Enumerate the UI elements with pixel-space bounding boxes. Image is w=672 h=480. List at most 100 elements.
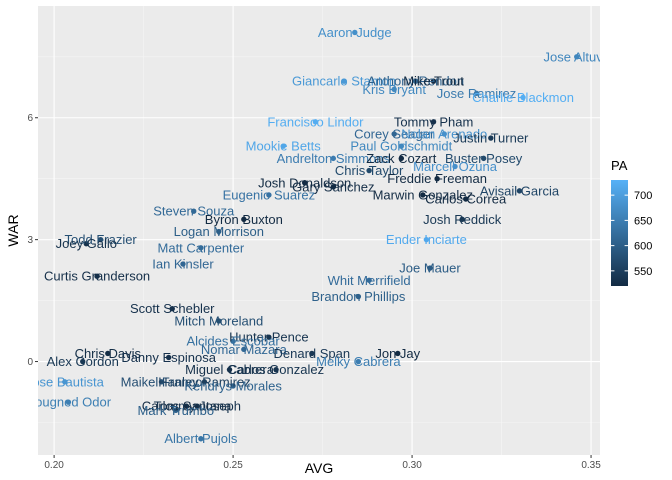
point-label: Curtis Granderson [44,269,150,284]
data-point [520,94,526,101]
point-label: Whit Merrifield [328,273,411,288]
point-label: Corey Seager [354,126,435,141]
point-label: Aaron Judge [318,25,392,40]
point-label: Kendrys Morales [184,378,282,393]
data-point [391,86,397,92]
point-label: Byron Buxton [205,212,283,227]
point-label: Alcides Escobar [186,334,280,349]
point-label: Hunter Pence [229,330,309,345]
data-point [158,379,165,385]
point-label: Mitch Moreland [174,313,263,328]
point-label: Ender Inciarte [386,232,467,247]
plot-panel [38,6,600,455]
x-tick-label: 0.20 [44,460,64,471]
point-label: Ian Kinsler [152,257,214,272]
data-point [330,155,337,162]
data-point [165,354,172,361]
data-point [62,379,68,385]
data-point [430,119,437,125]
data-point [241,216,247,223]
data-point [169,306,175,312]
point-label: Denard Span [274,346,351,361]
y-axis-ticks: 0 3 6 [27,113,38,368]
point-label: Jose Ramirez [437,86,516,101]
point-label: Scott Schebler [130,301,215,316]
data-point [441,131,447,137]
data-point [391,131,397,137]
point-label: Kris Bryant [362,82,426,97]
data-point [266,192,272,198]
data-point [463,196,469,202]
point-label: Logan Morrison [174,224,264,239]
data-point [355,293,362,300]
y-tick-label: 0 [27,357,33,368]
minor-gridlines [38,6,600,455]
data-point [452,163,458,170]
data-point [309,350,315,357]
point-label: Brandon Phillips [311,289,405,304]
point-label: Mike Trout [403,74,464,89]
data-point [423,236,430,243]
point-label: Marcell Ozuna [413,159,498,174]
data-point [398,155,405,162]
point-label: Maikel Franco [121,374,203,389]
data-point [226,366,233,373]
data-point [430,78,437,84]
data-point [105,350,111,357]
point-label: Chris Davis [75,346,142,361]
legend-colorbar [611,180,628,286]
data-point [352,29,358,36]
point-label: Andrelton Simmons [277,151,391,166]
point-labels: Aaron Judge Jose Altuve Giancarlo Stanton A… [26,25,610,446]
data-point [180,261,186,267]
data-point [434,175,440,182]
point-label: Nomar Mazara [201,342,288,357]
data-point [574,54,580,60]
data-point [183,403,190,409]
x-axis-title: AVG [305,460,334,476]
point-label: Marwin Gonzalez [373,187,473,202]
data-point [366,277,372,283]
data-points [62,29,580,442]
legend-title: PA [611,158,628,173]
point-label: Hanley Ramirez [158,374,250,389]
point-label: Miguel Cabrera [185,362,275,377]
point-label: Eugenio Suarez [223,187,316,202]
point-label: Jose Altuve [543,49,610,64]
y-axis-title: WAR [5,214,21,246]
point-label: Jon Jay [375,346,420,361]
data-point [395,350,401,357]
data-point [427,265,433,271]
point-label: Francisco Lindor [267,114,364,129]
data-point [201,379,208,385]
point-label: Albert Pujols [164,431,237,446]
color-legend: PA 550 600 650 700 [611,158,652,286]
data-point [97,236,104,243]
data-point [280,143,286,149]
point-label: Alex Gordon [47,354,119,369]
data-point [65,399,72,405]
data-point [366,167,372,174]
legend-tick-label: 650 [634,215,652,227]
data-point [273,366,279,373]
data-point [216,318,222,324]
point-label: Josh Reddick [423,212,502,227]
point-label: Tommy Joseph [154,399,241,414]
point-label: Giancarlo Stanton [292,74,396,89]
point-label: Rougned Odor [26,395,112,410]
point-label: Avisail Garcia [480,183,560,198]
data-point [473,90,480,97]
x-tick-label: 0.35 [581,460,601,471]
data-point [230,383,236,389]
y-tick-label: 3 [27,235,33,246]
point-label: Carlos Gonzalez [228,362,324,377]
point-label: Carlos Santana [142,399,232,414]
point-label: Joey Gallo [56,236,117,251]
point-label: Todd Frazier [65,232,138,247]
legend-tick-label: 550 [634,266,652,278]
point-label: Steven Souza [153,204,235,219]
legend-ticks: 550 600 650 700 [611,190,652,278]
data-point [301,180,308,186]
point-label: Buster Posey [445,151,523,166]
